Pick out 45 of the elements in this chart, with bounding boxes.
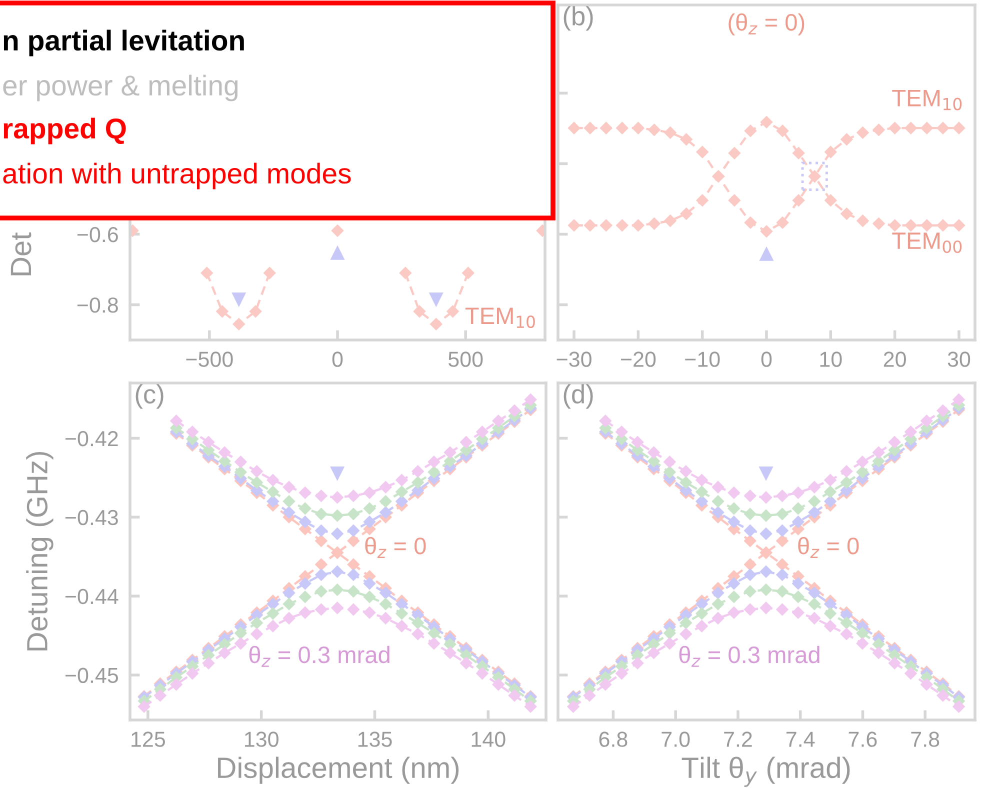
annotation: θ$_{z}$ = 0	[798, 537, 859, 558]
annotation: (d)	[564, 384, 593, 409]
annotation: θ$_{z}$ = 0.3 mrad	[679, 646, 820, 667]
text: rapped Q	[4, 118, 126, 144]
x-tick-label: 7.4	[786, 732, 815, 747]
annotation: ation with untrapped modes	[3, 162, 351, 190]
x-tick-label: 125	[132, 732, 165, 747]
annotation: TEM$_{10}$	[465, 308, 535, 328]
x-tick-label: −10	[685, 352, 720, 367]
annotation: er power & melting	[3, 74, 238, 102]
x-tick-label: 130	[245, 732, 278, 747]
y-tick-label: −0.44	[65, 588, 118, 604]
y-tick-label: −0.8	[77, 298, 118, 313]
annotation: TEM$_{00}$	[892, 232, 962, 254]
x-tick-label: 500	[448, 352, 483, 367]
x-tick-label: 30	[948, 352, 970, 367]
x-tick-label: 20	[884, 352, 906, 367]
x-tick-label: 10	[820, 352, 842, 367]
x-tick-label: 7.0	[662, 732, 690, 747]
y-tick-label: −0.43	[65, 510, 118, 526]
x-tick-label: −20	[620, 352, 656, 367]
x-tick-label: −500	[186, 352, 233, 367]
x-tick-label: 0	[761, 352, 772, 367]
x-tick-label: 135	[358, 732, 392, 747]
x-tick-label: 7.6	[848, 732, 877, 747]
y-tick-label: −0.6	[77, 226, 118, 242]
annotation: (c)	[136, 384, 164, 409]
y-axis-title: Det	[10, 232, 32, 276]
annotation: θ$_{z}$ = 0	[365, 537, 426, 558]
y-axis-title: Detuning (GHz)	[26, 452, 54, 650]
x-tick-label: 7.2	[724, 732, 752, 747]
x-axis-title: Displacement (nm)	[218, 756, 459, 784]
x-tick-label: 7.8	[911, 732, 940, 747]
chart-title: (θ$_{z}$ = 0)	[728, 13, 804, 36]
annotation: TEM$_{10}$	[892, 90, 962, 110]
y-tick-label: −0.42	[65, 431, 118, 446]
annotation: (b)	[564, 6, 593, 31]
y-tick-label: −0.45	[65, 668, 118, 684]
x-tick-label: 140	[472, 732, 506, 747]
annotation: n partial levitation	[4, 30, 244, 56]
x-tick-label: −30	[556, 352, 592, 367]
x-axis-title: Tilt θ$_{y}$ (mrad)	[682, 756, 850, 787]
annotation: θ$_{z}$ = 0.3 mrad	[249, 646, 390, 667]
x-tick-label: 6.8	[599, 732, 628, 747]
x-tick-label: 0	[332, 352, 343, 367]
